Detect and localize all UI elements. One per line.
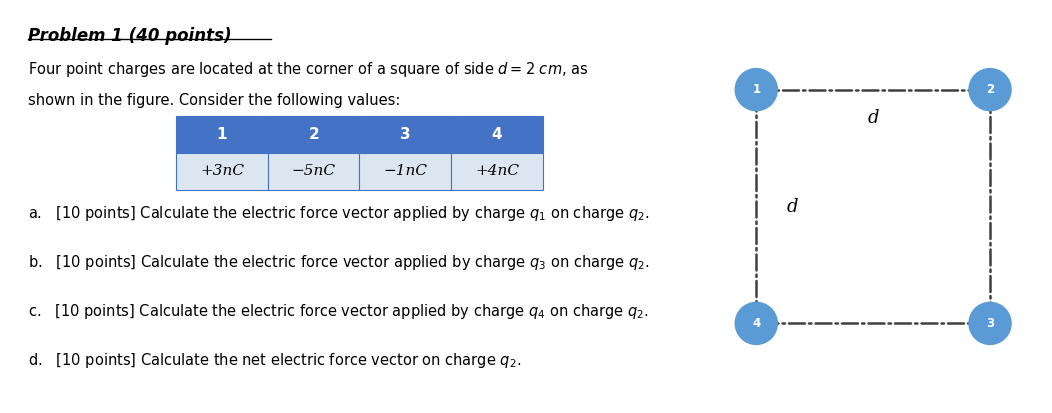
Text: 3: 3 <box>400 127 410 142</box>
Text: 1: 1 <box>752 83 761 96</box>
Circle shape <box>969 69 1011 111</box>
FancyBboxPatch shape <box>177 116 268 153</box>
Text: shown in the figure. Consider the following values:: shown in the figure. Consider the follow… <box>28 93 401 108</box>
Text: c.   [10 points] Calculate the electric force vector applied by charge $q_4$ on : c. [10 points] Calculate the electric fo… <box>28 302 649 321</box>
Text: −1nC: −1nC <box>383 164 427 178</box>
FancyBboxPatch shape <box>268 116 360 153</box>
Text: d: d <box>868 109 878 127</box>
FancyBboxPatch shape <box>360 153 451 190</box>
Text: 3: 3 <box>986 317 994 330</box>
Text: 2: 2 <box>308 127 319 142</box>
Circle shape <box>735 302 777 344</box>
FancyBboxPatch shape <box>360 116 451 153</box>
Text: 4: 4 <box>491 127 502 142</box>
FancyBboxPatch shape <box>268 153 360 190</box>
FancyBboxPatch shape <box>177 153 268 190</box>
Text: +4nC: +4nC <box>474 164 519 178</box>
Text: 1: 1 <box>217 127 227 142</box>
Text: −5nC: −5nC <box>291 164 336 178</box>
FancyBboxPatch shape <box>451 116 543 153</box>
Text: d.   [10 points] Calculate the net electric force vector on charge $q_2$.: d. [10 points] Calculate the net electri… <box>28 351 522 370</box>
FancyBboxPatch shape <box>451 153 543 190</box>
Text: d: d <box>787 197 798 216</box>
Text: 2: 2 <box>986 83 994 96</box>
Text: 4: 4 <box>752 317 761 330</box>
Circle shape <box>735 69 777 111</box>
Text: Four point charges are located at the corner of a square of side $d = 2$ $cm$, a: Four point charges are located at the co… <box>28 60 589 79</box>
Text: +3nC: +3nC <box>200 164 244 178</box>
Text: a.   [10 points] Calculate the electric force vector applied by charge $q_1$ on : a. [10 points] Calculate the electric fo… <box>28 204 650 223</box>
Text: Problem 1 (40 points): Problem 1 (40 points) <box>28 27 231 45</box>
Text: b.   [10 points] Calculate the electric force vector applied by charge $q_3$ on : b. [10 points] Calculate the electric fo… <box>28 253 650 272</box>
Circle shape <box>969 302 1011 344</box>
